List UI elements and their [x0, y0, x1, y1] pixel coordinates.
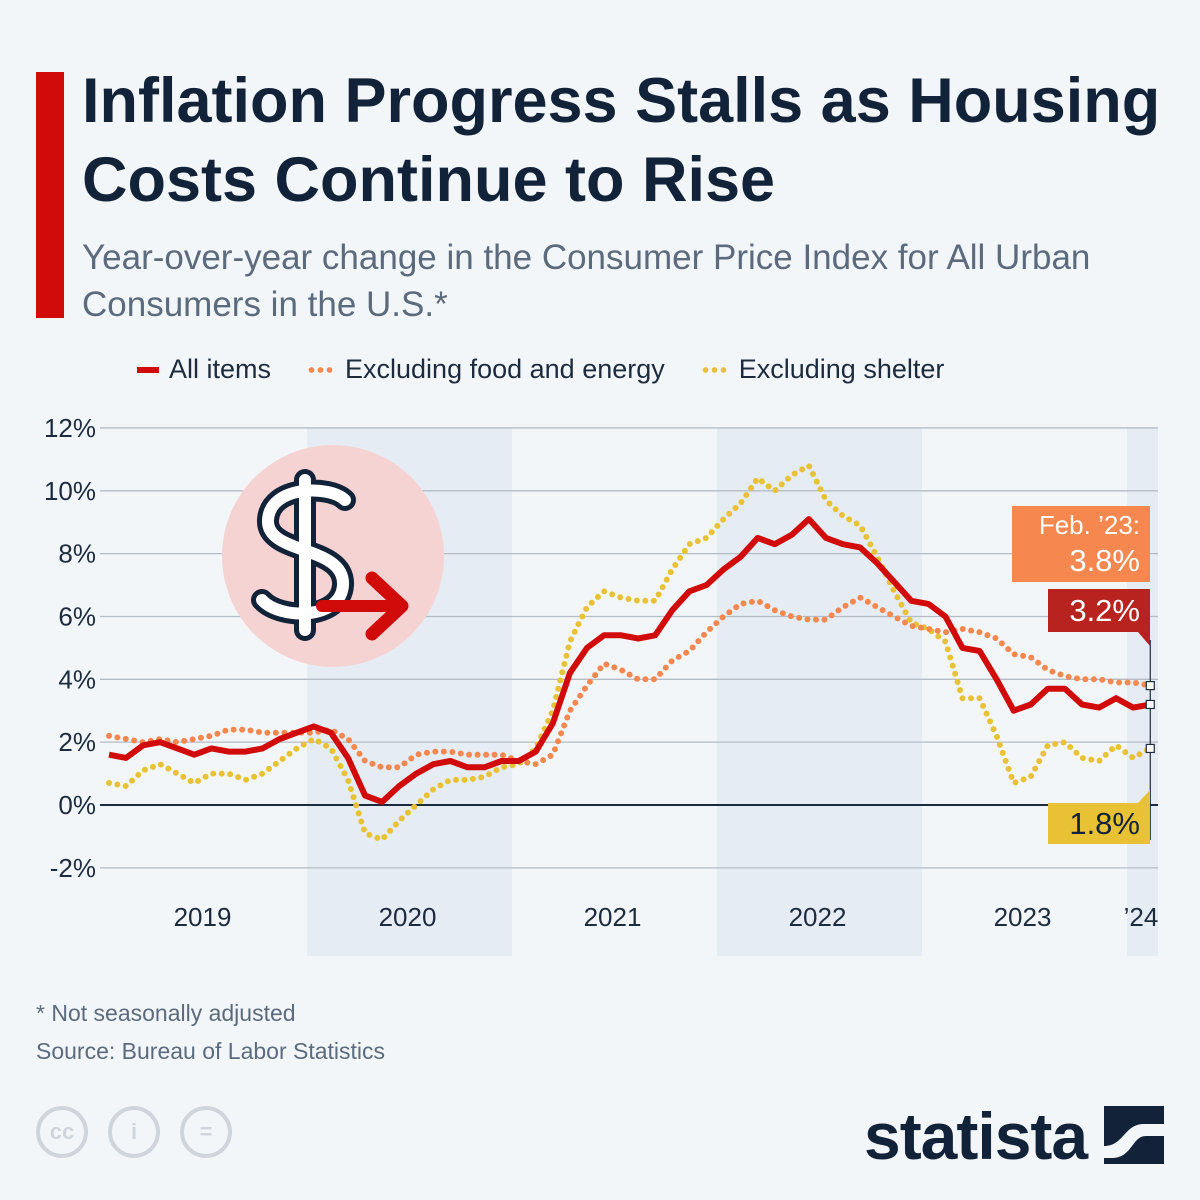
series-line-core	[106, 594, 1154, 771]
cc-icon[interactable]: cc	[36, 1106, 88, 1158]
annotation-core-box	[1012, 506, 1150, 582]
x-tick-label: 2023	[994, 902, 1052, 932]
legend-label: Excluding food and energy	[345, 354, 665, 384]
legend-label: Excluding shelter	[738, 354, 945, 384]
annotation-all-value: 3.2%	[1069, 593, 1140, 628]
annotation-core-value: 3.8%	[1069, 543, 1140, 578]
legend-item-core: Excluding food and energy	[307, 354, 665, 385]
statista-logo-mark	[1104, 1106, 1164, 1164]
legend-swatch	[700, 366, 729, 373]
y-tick-label: 4%	[58, 664, 96, 694]
attribution-icon[interactable]: i	[108, 1106, 160, 1158]
legend-swatch	[137, 366, 159, 373]
y-tick-label: 10%	[44, 476, 96, 506]
x-tick-label: 2019	[174, 902, 232, 932]
year-band	[717, 428, 922, 956]
annotation-ex-shelter-box	[1048, 790, 1150, 844]
series-line-all-items	[108, 516, 1151, 805]
y-tick-label: 12%	[44, 413, 96, 443]
legend-item-all-items: All items	[137, 354, 271, 385]
no-derivatives-icon[interactable]: =	[180, 1106, 232, 1158]
x-tick-label: ’24	[1124, 902, 1159, 932]
legend: All items Excluding food and energy Excl…	[137, 354, 944, 385]
line-chart: 12% 10% 8% 6% 4% 2% 0% -2% 2019 2020 2021 2022 2023 ’…	[44, 413, 1159, 956]
y-tick-label: -2%	[50, 853, 96, 883]
accent-bar	[36, 72, 64, 318]
legend-label: All items	[169, 354, 272, 384]
x-tick-label: 2021	[584, 902, 642, 932]
series-line-ex-shelter	[106, 461, 1154, 844]
y-tick-label: 8%	[58, 539, 96, 569]
legend-swatch	[307, 366, 336, 373]
chart-title: Inflation Progress Stalls as Housing Cos…	[82, 66, 1161, 215]
annotation-ex-shelter-value: 1.8%	[1069, 806, 1140, 841]
endpoint-marker	[1145, 743, 1155, 754]
dollar-down-icon	[222, 445, 444, 667]
legend-item-ex-shelter: Excluding shelter	[700, 354, 945, 385]
source: Source: Bureau of Labor Statistics	[36, 1038, 386, 1064]
x-tick-label: 2020	[379, 902, 437, 932]
statista-logo[interactable]: statista	[864, 1098, 1088, 1174]
brand-name: statista	[864, 1099, 1088, 1173]
endpoint-marker	[1145, 699, 1155, 710]
y-tick-label: 2%	[58, 727, 96, 757]
annotation-core-label: Feb. ’23:	[1039, 510, 1140, 540]
chart-subtitle: Year-over-year change in the Consumer Pr…	[82, 238, 1091, 324]
endpoint-marker	[1145, 681, 1155, 691]
y-tick-label: 6%	[58, 601, 96, 631]
annotation-all-box	[1048, 589, 1150, 646]
x-tick-label: 2022	[789, 902, 847, 932]
footnote: * Not seasonally adjusted	[36, 1000, 296, 1026]
y-tick-label: 0%	[58, 790, 96, 820]
header: Inflation Progress Stalls as Housing Cos…	[82, 62, 1197, 328]
